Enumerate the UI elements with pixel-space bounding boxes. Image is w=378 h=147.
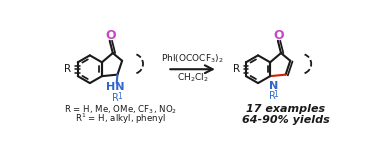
Text: HN: HN — [106, 82, 124, 92]
Text: R: R — [113, 93, 119, 103]
Text: 1: 1 — [274, 90, 278, 99]
Text: R$^1$ = H, alkyl, phenyl: R$^1$ = H, alkyl, phenyl — [76, 111, 166, 126]
Text: N: N — [269, 81, 278, 91]
Text: R = H, Me, OMe, CF$_3$, NO$_2$: R = H, Me, OMe, CF$_3$, NO$_2$ — [64, 103, 177, 116]
Text: R: R — [269, 91, 276, 101]
Text: PhI(OCOCF$_3$)$_2$: PhI(OCOCF$_3$)$_2$ — [161, 52, 224, 65]
Text: R: R — [232, 64, 240, 74]
Text: O: O — [105, 29, 116, 42]
Text: 64-90% yields: 64-90% yields — [242, 115, 330, 125]
Text: 17 examples: 17 examples — [246, 104, 325, 114]
Text: CH$_2$Cl$_2$: CH$_2$Cl$_2$ — [177, 71, 208, 84]
Text: 1: 1 — [117, 92, 122, 101]
Text: R: R — [65, 64, 71, 74]
Text: O: O — [273, 29, 284, 42]
